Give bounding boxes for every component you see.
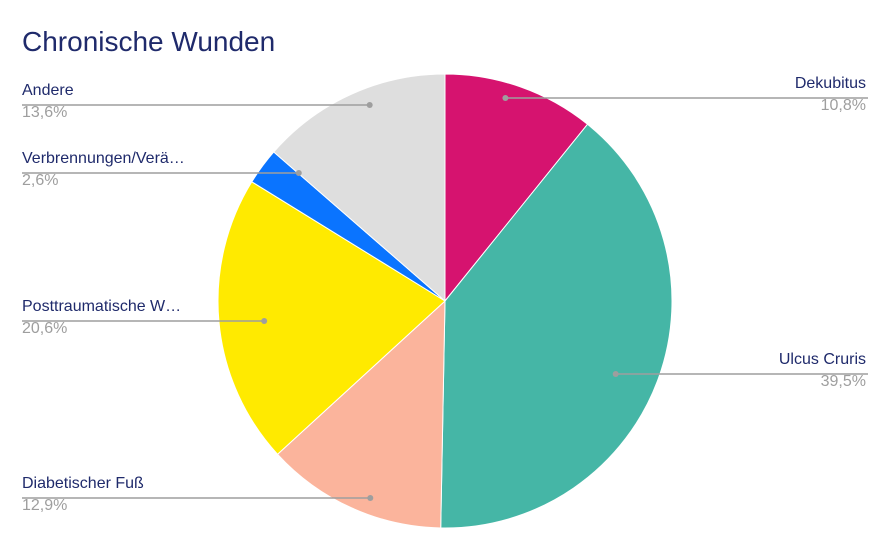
slice-percent-posttraumatische-w: 20,6% (22, 320, 67, 337)
slice-label-diabetischer-fuß: Diabetischer Fuß (22, 475, 144, 492)
pie-slices (217, 73, 673, 529)
pie-slice-diabetischer-fuß (276, 299, 446, 529)
leader-dot-posttraumatische-w (261, 318, 268, 324)
pie-slice-ulcus-cruris (440, 123, 673, 529)
chart-title: Chronische Wunden (22, 26, 275, 57)
slice-label-dekubitus: Dekubitus (795, 75, 866, 92)
pie-slice-andere (273, 73, 446, 303)
slice-label-ulcus-cruris: Ulcus Cruris (779, 351, 866, 368)
slice-labels: Dekubitus 10,8% Ulcus Cruris 39,5% Andere 13,… (22, 75, 868, 514)
pie-slice-posttraumatische-w (217, 181, 446, 456)
leader-dot-diabetischer-fuß (367, 495, 374, 501)
slice-label-posttraumatische-w: Posttraumatische W… (22, 298, 181, 315)
slice-percent-andere: 13,6% (22, 104, 67, 121)
leader-dot-verbrennungen-verä (295, 170, 302, 176)
slice-percent-ulcus-cruris: 39,5% (821, 373, 866, 390)
leader-dot-ulcus-cruris (612, 371, 619, 377)
slice-label-verbrennungen-verä: Verbrennungen/Verä… (22, 150, 185, 167)
leader-dot-andere (366, 102, 373, 108)
slice-percent-diabetischer-fuß: 12,9% (22, 497, 67, 514)
slice-percent-verbrennungen-verä: 2,6% (22, 172, 58, 189)
slice-percent-dekubitus: 10,8% (821, 97, 866, 114)
pie-slice-dekubitus (444, 73, 589, 303)
slice-label-andere: Andere (22, 82, 74, 99)
leader-dot-dekubitus (502, 95, 509, 101)
